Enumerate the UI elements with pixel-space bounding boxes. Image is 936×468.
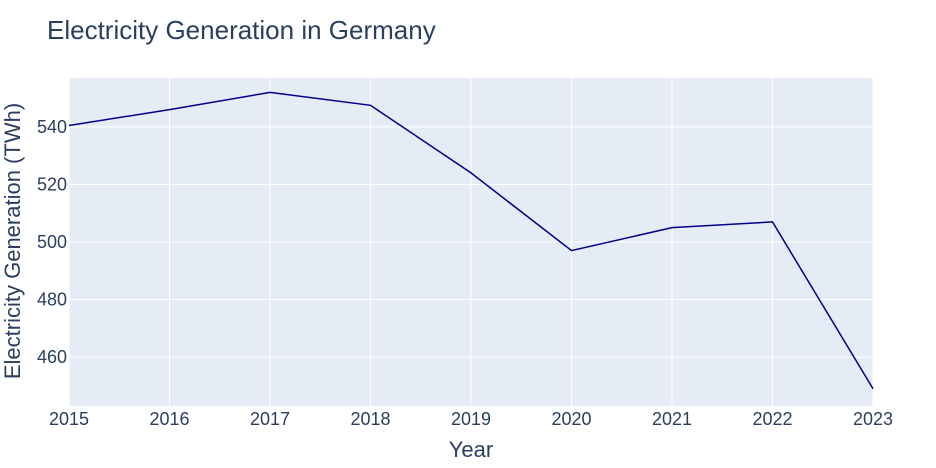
y-tick-label: 500: [37, 232, 67, 252]
x-axis-title: Year: [449, 437, 493, 462]
x-tick-label: 2020: [551, 409, 591, 429]
y-tick-label: 520: [37, 174, 67, 194]
x-tick-labels: 2015 2016 2017 2018 2019 2020 2021 2022 2023: [49, 409, 893, 429]
x-tick-label: 2023: [853, 409, 893, 429]
chart-title: Electricity Generation in Germany: [47, 15, 436, 45]
y-tick-label: 460: [37, 347, 67, 367]
x-tick-label: 2022: [752, 409, 792, 429]
gridlines: [68, 78, 874, 406]
x-tick-label: 2016: [149, 409, 189, 429]
x-tick-label: 2021: [652, 409, 692, 429]
y-axis-title: Electricity Generation (TWh): [0, 103, 25, 379]
x-tick-label: 2017: [250, 409, 290, 429]
y-tick-label: 540: [37, 117, 67, 137]
x-tick-label: 2019: [451, 409, 491, 429]
data-points: [68, 92, 874, 389]
y-tick-labels: 460 480 500 520 540: [37, 117, 67, 367]
y-tick-label: 480: [37, 290, 67, 310]
x-tick-label: 2018: [350, 409, 390, 429]
x-tick-label: 2015: [49, 409, 89, 429]
